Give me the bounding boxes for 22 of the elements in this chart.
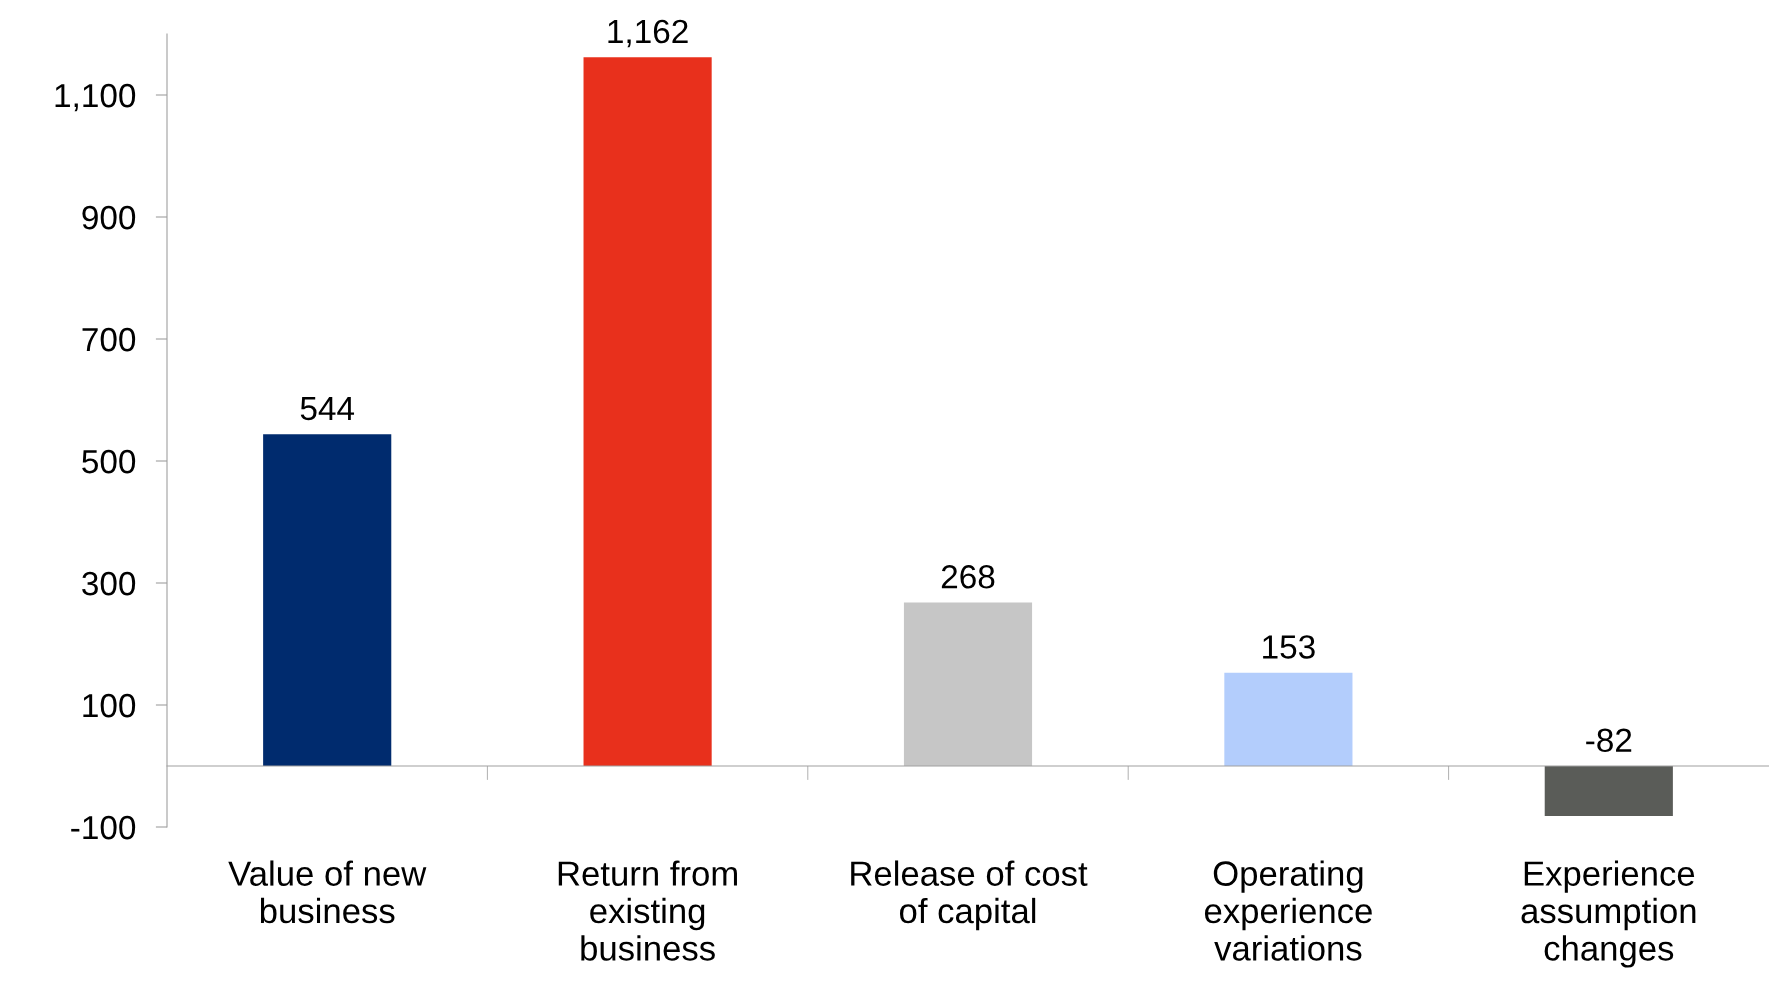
bar: [263, 434, 392, 766]
x-tick-label: Operating experience variations: [1204, 860, 1372, 961]
y-tick-label: 100: [83, 693, 136, 718]
x-tick-label: Return from existing business: [558, 860, 737, 961]
data-label: -82: [1586, 728, 1632, 753]
y-tick-label: -100: [71, 815, 136, 840]
y-tick-label: 700: [82, 327, 136, 352]
y-tick-label: 500: [82, 449, 136, 474]
bar: [1544, 766, 1673, 817]
bar: [1224, 672, 1353, 766]
y-tick-label: 1,100: [55, 83, 136, 112]
x-tick-label: Experience assumption changes: [1521, 860, 1696, 968]
y-tick-label: 300: [82, 571, 136, 596]
x-tick-label: Value of new business: [228, 860, 427, 924]
y-tick-label: 900: [82, 205, 136, 230]
data-label: 1,162: [608, 19, 688, 48]
bar: [583, 57, 712, 766]
data-label: 268: [941, 565, 995, 589]
data-label: 544: [300, 396, 355, 421]
data-label: 153: [1263, 635, 1315, 659]
bar: [903, 602, 1033, 766]
x-tick-label: Release of cost of capital: [851, 860, 1088, 931]
